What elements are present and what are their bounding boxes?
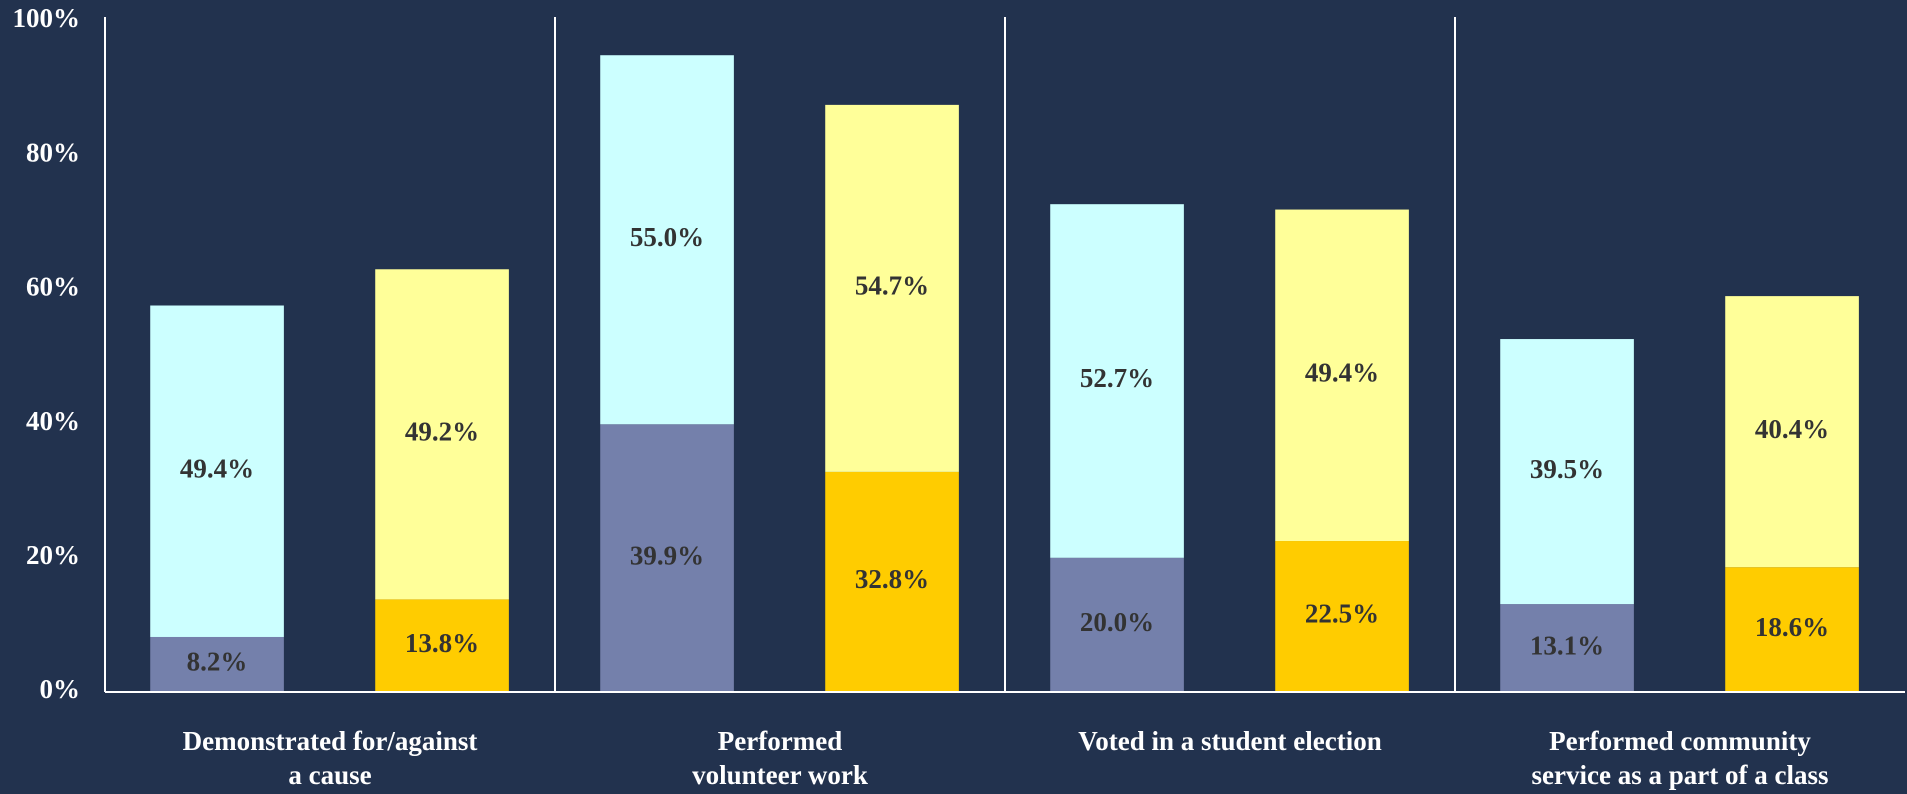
bar-segment xyxy=(375,599,509,692)
y-tick-label: 100% xyxy=(13,3,81,33)
value-label: 55.0% xyxy=(630,222,704,252)
value-label: 49.4% xyxy=(180,453,254,483)
bar-segment xyxy=(1500,339,1634,605)
value-label: 39.5% xyxy=(1530,454,1604,484)
x-tick-label: volunteer work xyxy=(692,760,868,790)
value-label: 39.9% xyxy=(630,540,704,570)
bar-segment xyxy=(150,305,284,637)
x-tick-label: a cause xyxy=(288,760,371,790)
x-tick-label: Voted in a student election xyxy=(1078,726,1382,756)
value-label: 52.7% xyxy=(1080,363,1154,393)
bar-segment xyxy=(600,424,734,692)
y-tick-label: 0% xyxy=(40,674,81,704)
bar-segment xyxy=(1275,209,1409,542)
bar-segment xyxy=(1050,557,1184,692)
y-tick-label: 40% xyxy=(26,406,80,436)
bar-segment xyxy=(825,471,959,692)
y-tick-label: 60% xyxy=(26,272,80,302)
value-label: 32.8% xyxy=(855,564,929,594)
x-tick-label: Performed community xyxy=(1549,726,1811,756)
bar-segment xyxy=(1725,567,1859,692)
value-label: 40.4% xyxy=(1755,414,1829,444)
x-tick-label: Demonstrated for/against xyxy=(183,726,478,756)
value-label: 49.2% xyxy=(405,417,479,447)
value-label: 20.0% xyxy=(1080,607,1154,637)
bar-segment xyxy=(375,269,509,600)
x-tick-label: Performed xyxy=(718,726,842,756)
value-label: 18.6% xyxy=(1755,612,1829,642)
value-label: 13.8% xyxy=(405,628,479,658)
y-tick-label: 80% xyxy=(26,137,80,167)
bar-segment xyxy=(1050,204,1184,558)
bar-segment xyxy=(1275,541,1409,692)
value-label: 13.1% xyxy=(1530,630,1604,660)
value-label: 22.5% xyxy=(1305,599,1379,629)
y-tick-label: 20% xyxy=(26,540,80,570)
bar-segment xyxy=(825,104,959,472)
bar-segment xyxy=(150,636,284,692)
value-label: 54.7% xyxy=(855,271,929,301)
value-label: 8.2% xyxy=(187,647,248,677)
bar-segment xyxy=(1725,296,1859,568)
bar-segment xyxy=(600,55,734,425)
x-tick-label: service as a part of a class xyxy=(1532,760,1829,790)
value-label: 49.4% xyxy=(1305,357,1379,387)
bar-segment xyxy=(1500,604,1634,692)
